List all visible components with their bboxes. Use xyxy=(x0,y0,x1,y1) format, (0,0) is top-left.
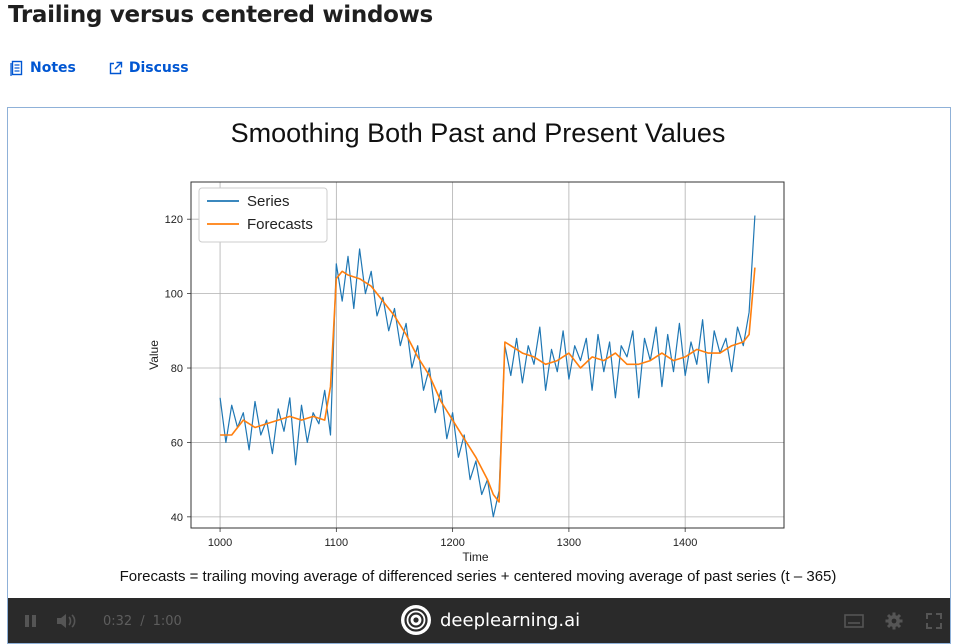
tab-notes-label: Notes xyxy=(30,60,76,76)
current-time: 0:32 xyxy=(103,613,133,629)
captions-icon xyxy=(844,614,864,628)
slide-caption: Forecasts = trailing moving average of d… xyxy=(119,568,837,585)
x-tick-label: 1100 xyxy=(325,537,349,549)
legend-label-series: Series xyxy=(247,193,290,210)
fullscreen-icon xyxy=(926,613,942,629)
x-tick-label: 1400 xyxy=(673,537,697,549)
external-link-icon xyxy=(108,61,123,76)
captions-button[interactable] xyxy=(844,598,864,643)
line-chart: 1000 1100 1200 1300 1400 40 60 80 100 120 Time Valu… xyxy=(147,181,785,564)
brand-logo: deeplearning.ai xyxy=(400,604,580,636)
pause-button[interactable] xyxy=(24,598,38,643)
tab-discuss-label: Discuss xyxy=(128,60,189,76)
y-tick-label: 100 xyxy=(165,289,183,301)
content-tabs: Notes Discuss xyxy=(10,60,189,76)
tab-notes[interactable]: Notes xyxy=(10,60,76,76)
tab-discuss[interactable]: Discuss xyxy=(108,60,189,76)
legend-label-forecasts: Forecasts xyxy=(247,216,313,233)
pause-icon xyxy=(25,615,36,627)
x-axis-label: Time xyxy=(462,550,489,564)
time-display: 0:32 / 1:00 xyxy=(103,598,182,643)
plot-frame xyxy=(190,181,785,529)
y-tick-label: 60 xyxy=(171,437,183,449)
series-line-forecasts xyxy=(220,267,756,503)
player-controls: 0:32 / 1:00 deeplearning.ai xyxy=(8,598,950,643)
settings-button[interactable] xyxy=(885,598,903,643)
x-tick-label: 1300 xyxy=(557,537,581,549)
time-separator: / xyxy=(140,613,145,629)
duration: 1:00 xyxy=(152,613,182,629)
page-title: Trailing versus centered windows xyxy=(8,2,433,28)
y-tick-label: 120 xyxy=(165,214,183,226)
y-tick-label: 80 xyxy=(171,363,183,375)
gear-icon xyxy=(885,612,903,630)
y-axis-label: Value xyxy=(147,340,161,370)
x-tick-label: 1200 xyxy=(440,537,464,549)
brand-name: deeplearning.ai xyxy=(440,609,581,631)
volume-button[interactable] xyxy=(56,598,78,643)
fullscreen-button[interactable] xyxy=(926,598,942,643)
deeplearning-logo-icon xyxy=(401,605,431,635)
slide-title: Smoothing Both Past and Present Values xyxy=(230,118,726,148)
volume-icon xyxy=(57,614,76,628)
y-tick-label: 40 xyxy=(171,512,183,524)
x-tick-label: 1000 xyxy=(208,537,232,549)
video-player[interactable]: Smoothing Both Past and Present Values 1… xyxy=(7,107,951,644)
notes-icon xyxy=(10,60,24,76)
